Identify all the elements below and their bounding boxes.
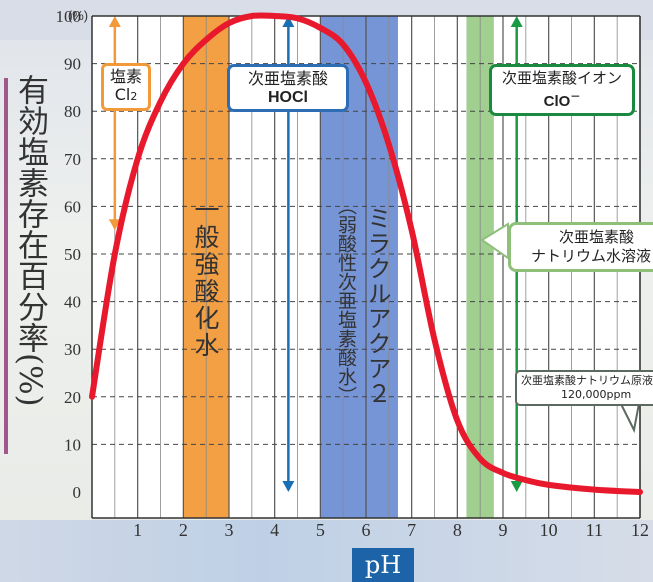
naocl-solution-line2: ナトリウム水溶液 [531, 247, 652, 265]
band-sublabel-miracle-aqua: （弱酸性次亜塩素酸水） [335, 196, 357, 405]
range-arrow-head-bottom-1 [282, 481, 295, 492]
y-tick-label: 30 [64, 340, 81, 359]
x-tick-label: 8 [453, 520, 462, 540]
hocl-curve [89, 12, 643, 495]
range-arrow-head-bottom-2 [510, 481, 523, 492]
clo-box: 次亜塩素酸イオン ClO－ [489, 64, 635, 116]
y-axis-title: 有効塩素存在百分率(%) [12, 74, 48, 407]
cl2-box: 塩素 Cl2 [101, 63, 151, 111]
band-label-acid-water: 一般強酸化水 [191, 197, 220, 359]
x-tick-label: 5 [316, 520, 325, 540]
x-tick-label: 1 [133, 520, 142, 540]
x-tick-label: 2 [179, 520, 188, 540]
x-tick-label: 3 [225, 520, 234, 540]
clo-formula-sup: － [570, 92, 581, 103]
range-arrow-head-bottom-0 [108, 219, 121, 231]
y-tick-label: 90 [64, 55, 81, 74]
y-tick-label: 60 [64, 197, 81, 216]
y-tick-label: 50 [64, 245, 81, 264]
y-tick-label: 80 [64, 102, 81, 121]
cl2-formula: Cl2 [106, 86, 146, 106]
y-tick-label: 70 [64, 150, 81, 169]
x-tick-label: 6 [362, 520, 371, 540]
range-arrow-head-top-1 [282, 16, 295, 27]
hocl-formula: HOCl [268, 89, 308, 106]
naocl-solution-line1: 次亜塩素酸 [559, 228, 635, 246]
y-tick-label: 40 [64, 293, 81, 312]
cl2-label-line1: 塩素 [109, 67, 142, 86]
cl2-formula-sub: 2 [130, 90, 138, 103]
clo-label-line1: 次亜塩素酸イオン [501, 69, 622, 87]
y-tick-label: 0 [73, 483, 82, 502]
x-axis-title: pH [352, 548, 414, 582]
naocl-solution-callout: 次亜塩素酸 ナトリウム水溶液 [508, 222, 653, 272]
x-tick-label: 7 [407, 520, 416, 540]
clo-formula-main: ClO [543, 93, 571, 110]
y-tick-label: 20 [64, 388, 81, 407]
x-tick-label: 10 [540, 520, 558, 540]
y-tick-label: 100 [56, 7, 82, 26]
hocl-box: 次亜塩素酸 HOCl [227, 64, 349, 112]
x-tick-label: 12 [631, 520, 649, 540]
x-tick-label: 9 [499, 520, 508, 540]
naocl-stock-line1: 次亜塩素酸ナトリウム原液 [521, 374, 653, 387]
x-tick-label: 4 [270, 520, 279, 540]
x-tick-label: 11 [586, 520, 603, 540]
cl2-formula-main: Cl [114, 85, 131, 104]
background-table-bottom [0, 520, 653, 582]
naocl-stock-callout: 次亜塩素酸ナトリウム原液 120,000ppm [515, 370, 653, 406]
clo-formula: ClO－ [495, 88, 629, 111]
y-tick-label: 10 [64, 435, 81, 454]
hocl-label-line1: 次亜塩素酸 [247, 69, 328, 88]
y-unit-label: (%) [68, 8, 88, 23]
range-arrow-head-top-0 [108, 16, 121, 27]
naocl-stock-line2: 120,000ppm [561, 388, 632, 401]
range-arrow-head-top-2 [510, 16, 523, 27]
band-label-miracle-aqua: ミラクルアクア２ [363, 206, 391, 406]
y-axis-accent-bar [4, 78, 8, 454]
